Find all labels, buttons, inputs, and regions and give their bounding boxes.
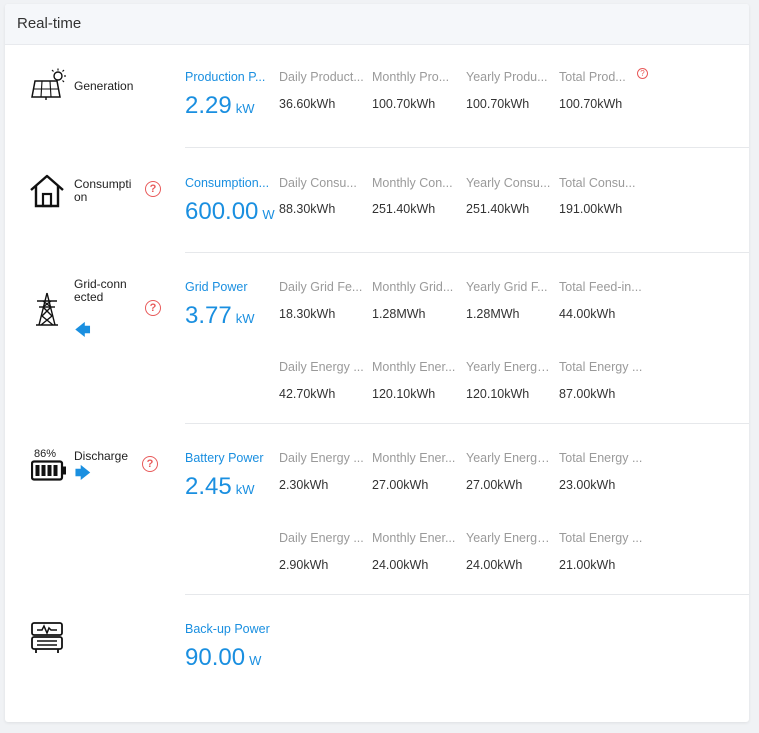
gen-yearly-label: Yearly Produ... bbox=[466, 70, 548, 84]
grid-total-feed-value: 44.00kWh bbox=[559, 307, 616, 321]
consumption-power-value: 600.00 W bbox=[185, 198, 275, 225]
gen-total-value: 100.70kWh bbox=[559, 97, 623, 111]
bat-total-charge-label: Total Energy ... bbox=[559, 451, 643, 465]
power-tower-icon bbox=[36, 292, 58, 326]
generation-label: Generation bbox=[74, 79, 134, 93]
consumption-label: Consumption bbox=[74, 177, 132, 204]
bat-daily-discharge-label: Daily Energy ... bbox=[279, 531, 364, 545]
bat-monthly-discharge-label: Monthly Ener... bbox=[372, 531, 456, 545]
grid-total-feed-label: Total Feed-in... bbox=[559, 280, 642, 294]
house-icon bbox=[30, 174, 64, 208]
bat-daily-charge-label: Daily Energy ... bbox=[279, 451, 364, 465]
grid-power-label: Grid Power bbox=[185, 280, 248, 294]
backup-power-label: Back-up Power bbox=[185, 622, 270, 636]
grid-power-value: 3.77 kW bbox=[185, 302, 255, 329]
card-header: Real-time bbox=[5, 4, 749, 45]
gen-daily-label: Daily Product... bbox=[279, 70, 364, 84]
production-power-label: Production P... bbox=[185, 70, 266, 84]
cons-daily-label: Daily Consu... bbox=[279, 176, 357, 190]
bat-monthly-discharge-value: 24.00kWh bbox=[372, 558, 429, 572]
bat-monthly-charge-label: Monthly Ener... bbox=[372, 451, 456, 465]
bat-daily-discharge-value: 2.90kWh bbox=[279, 558, 329, 572]
backup-power-value: 90.00 W bbox=[185, 644, 262, 671]
solar-panel-icon bbox=[31, 68, 66, 100]
gen-monthly-label: Monthly Pro... bbox=[372, 70, 450, 84]
grid-monthly-energy-value: 120.10kWh bbox=[372, 387, 436, 401]
gen-yearly-value: 100.70kWh bbox=[466, 97, 530, 111]
grid-yearly-feed-label: Yearly Grid F... bbox=[466, 280, 548, 294]
gen-daily-value: 36.60kWh bbox=[279, 97, 336, 111]
consumption-power-label: Consumption... bbox=[185, 176, 270, 190]
bat-monthly-charge-value: 27.00kWh bbox=[372, 478, 429, 492]
backup-device-icon bbox=[31, 622, 63, 653]
grid-yearly-energy-value: 120.10kWh bbox=[466, 387, 530, 401]
cons-yearly-value: 251.40kWh bbox=[466, 202, 530, 216]
bat-yearly-charge-value: 27.00kWh bbox=[466, 478, 523, 492]
help-icon[interactable]: ? bbox=[145, 300, 161, 316]
bat-total-discharge-label: Total Energy ... bbox=[559, 531, 643, 545]
divider bbox=[185, 594, 749, 595]
grid-monthly-energy-label: Monthly Ener... bbox=[372, 360, 456, 374]
grid-yearly-feed-value: 1.28MWh bbox=[466, 307, 520, 321]
gen-total-label: Total Prod... bbox=[559, 70, 626, 84]
help-icon[interactable]: ? bbox=[637, 68, 648, 79]
cons-monthly-value: 251.40kWh bbox=[372, 202, 436, 216]
realtime-card: Real-time Generation Production P... 2.2… bbox=[5, 4, 749, 722]
grid-daily-energy-value: 42.70kWh bbox=[279, 387, 336, 401]
divider bbox=[185, 252, 749, 253]
grid-monthly-feed-value: 1.28MWh bbox=[372, 307, 426, 321]
arrow-left-icon: 🡄 bbox=[75, 322, 91, 339]
grid-total-energy-label: Total Energy ... bbox=[559, 360, 643, 374]
grid-daily-energy-label: Daily Energy ... bbox=[279, 360, 364, 374]
grid-monthly-feed-label: Monthly Grid... bbox=[372, 280, 454, 294]
help-icon[interactable]: ? bbox=[142, 456, 158, 472]
battery-soc: 86% bbox=[34, 448, 57, 460]
divider bbox=[185, 423, 749, 424]
bat-yearly-discharge-label: Yearly Energy... bbox=[466, 531, 552, 545]
production-power-value: 2.29 kW bbox=[185, 92, 255, 119]
bat-daily-charge-value: 2.30kWh bbox=[279, 478, 329, 492]
discharge-label: Discharge bbox=[74, 449, 129, 463]
grid-yearly-energy-label: Yearly Energy... bbox=[466, 360, 552, 374]
help-icon[interactable]: ? bbox=[145, 181, 161, 197]
bat-total-charge-value: 23.00kWh bbox=[559, 478, 616, 492]
battery-power-label: Battery Power bbox=[185, 451, 264, 465]
cons-yearly-label: Yearly Consu... bbox=[466, 176, 551, 190]
cons-daily-value: 88.30kWh bbox=[279, 202, 336, 216]
divider bbox=[185, 147, 749, 148]
cons-total-label: Total Consu... bbox=[559, 176, 636, 190]
battery-power-value: 2.45 kW bbox=[185, 473, 255, 500]
grid-connected-label: Grid-connected bbox=[74, 277, 127, 304]
battery-icon bbox=[31, 460, 66, 481]
grid-total-energy-value: 87.00kWh bbox=[559, 387, 616, 401]
bat-yearly-discharge-value: 24.00kWh bbox=[466, 558, 523, 572]
gen-monthly-value: 100.70kWh bbox=[372, 97, 436, 111]
arrow-right-icon: 🡆 bbox=[75, 465, 91, 482]
cons-total-value: 191.00kWh bbox=[559, 202, 623, 216]
bat-total-discharge-value: 21.00kWh bbox=[559, 558, 616, 572]
grid-daily-feed-label: Daily Grid Fe... bbox=[279, 280, 363, 294]
bat-yearly-charge-label: Yearly Energy... bbox=[466, 451, 552, 465]
card-title: Real-time bbox=[17, 15, 82, 32]
cons-monthly-label: Monthly Con... bbox=[372, 176, 453, 190]
grid-daily-feed-value: 18.30kWh bbox=[279, 307, 336, 321]
